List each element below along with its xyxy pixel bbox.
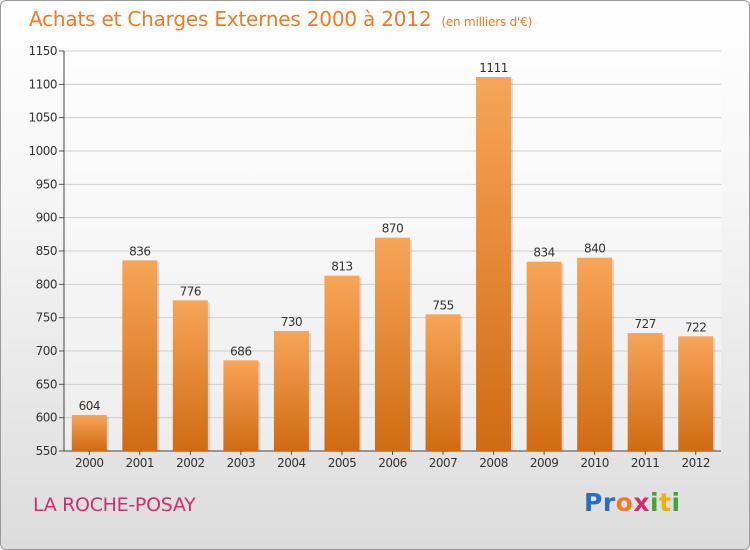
bar [577,257,613,451]
bar-value-label: 836 [129,244,150,258]
chart-title: Achats et Charges Externes 2000 à 2012 (e… [29,7,532,31]
y-tick-label: 750 [36,311,57,325]
bar [324,275,360,451]
bar-value-label: 776 [180,284,201,298]
x-tick-label: 2010 [580,456,609,470]
bar-value-label: 727 [634,317,655,331]
logo-letter: o [615,488,634,517]
bar-value-label: 840 [584,242,605,256]
bar [172,300,208,451]
logo-letter: r [602,488,616,517]
logo-letter: t [659,488,672,517]
bar [476,77,512,451]
y-tick-label: 850 [36,244,57,258]
x-tick-label: 2006 [378,456,407,470]
bar [122,260,158,451]
bar [223,360,259,451]
x-tick-label: 2003 [227,456,256,470]
bar-value-label: 722 [685,320,706,334]
bar [375,237,410,451]
logo-letter: i [650,488,660,517]
y-tick-label: 800 [36,277,57,291]
x-tick-label: 2012 [681,456,710,470]
y-tick-label: 1050 [28,111,57,125]
bar-value-label: 870 [382,222,403,236]
y-tick-label: 950 [36,177,57,191]
x-tick-label: 2002 [176,456,205,470]
chart-unit: (en milliers d'€) [441,15,533,29]
bar-value-label: 1111 [479,61,508,75]
logo-letter: i [671,488,681,517]
y-tick-label: 700 [36,344,57,358]
bar-value-label: 755 [432,298,453,312]
y-tick-label: 600 [36,411,57,425]
bar [526,261,562,451]
bar-value-label: 604 [79,399,100,413]
bar-value-label: 834 [533,246,554,260]
bar-value-label: 813 [331,260,352,274]
x-tick-label: 2001 [126,456,155,470]
x-tick-label: 2005 [328,456,357,470]
bar [273,331,309,451]
bar-value-label: 730 [281,315,302,329]
x-tick-label: 2004 [277,456,306,470]
x-tick-label: 2007 [429,456,458,470]
y-tick-label: 1150 [28,44,57,58]
city-name: LA ROCHE-POSAY [33,494,196,516]
logo-letter: x [633,488,650,517]
y-tick-label: 1000 [28,144,57,158]
y-tick-label: 550 [36,444,57,458]
bar [71,415,107,451]
bar [425,314,461,451]
x-tick-label: 2008 [479,456,508,470]
x-tick-label: 2011 [631,456,660,470]
bar-value-label: 686 [230,344,251,358]
proxiti-logo: Proxiti [584,488,681,517]
y-tick-label: 900 [36,211,57,225]
x-tick-label: 2000 [75,456,104,470]
y-tick-label: 650 [36,377,57,391]
x-tick-label: 2009 [530,456,559,470]
chart-title-text: Achats et Charges Externes 2000 à 2012 [29,7,432,31]
y-tick-label: 1100 [28,77,57,91]
bar [678,336,714,451]
logo-letter: P [584,488,603,517]
bar [627,333,663,451]
